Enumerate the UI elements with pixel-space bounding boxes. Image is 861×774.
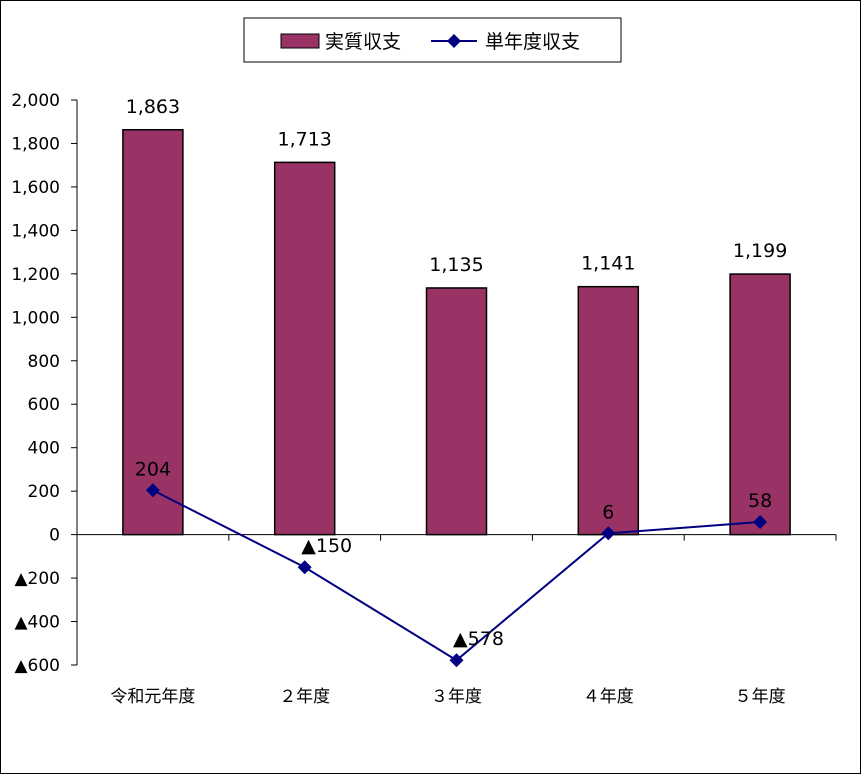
x-axis: 令和元年度 ２年度 ３年度 ４年度 ５年度	[76, 534, 837, 707]
y-tick-label: ▲200	[14, 569, 60, 589]
x-category-label: 令和元年度	[110, 687, 195, 707]
y-tick-label: 600	[28, 395, 60, 415]
x-category-label: ３年度	[431, 687, 482, 707]
y-tick-label: 200	[28, 482, 60, 502]
y-tick-label: 1,200	[11, 265, 60, 285]
bar-value-label: 1,713	[277, 128, 331, 150]
line-value-label: ▲578	[453, 628, 504, 650]
y-tick-label: 1,800	[11, 134, 60, 154]
line-marker	[753, 515, 768, 530]
legend-marker-line	[447, 34, 461, 48]
y-tick-label: 1,400	[11, 221, 60, 241]
line-value-label: 204	[135, 458, 171, 480]
y-tick-label: 2,000	[11, 91, 60, 111]
y-tick-label: 400	[28, 439, 60, 459]
bar-value-label: 1,863	[126, 96, 180, 118]
line-marker	[145, 483, 160, 498]
y-tick-label: 1,600	[11, 178, 60, 198]
line-value-label: 58	[748, 490, 772, 512]
y-tick-label: 0	[49, 526, 60, 546]
x-category-label: ２年度	[279, 687, 330, 707]
bar	[577, 285, 640, 536]
y-tick-label: ▲600	[14, 656, 60, 676]
legend-swatch-bar	[280, 33, 320, 49]
x-category-label: ５年度	[735, 687, 786, 707]
y-tick-label: 800	[28, 352, 60, 372]
bar	[273, 161, 336, 536]
legend-label-bar: 実質収支	[325, 31, 401, 53]
line-series	[145, 483, 768, 668]
line-marker	[601, 526, 616, 541]
data-labels: 1,863 1,713 1,135 1,141 1,199 204 ▲150 ▲578 6 58	[126, 96, 788, 650]
x-category-label: ４年度	[583, 687, 634, 707]
line-marker	[449, 653, 464, 668]
y-axis: 2,000 1,800 1,600 1,400 1,200 1,000 800 600 400 2…	[11, 91, 78, 676]
y-tick-label: ▲400	[14, 613, 60, 633]
legend: 実質収支 単年度収支	[243, 17, 622, 63]
line-value-label: 6	[602, 501, 614, 523]
line-value-label: ▲150	[301, 535, 352, 557]
bar-value-label: 1,141	[581, 253, 635, 275]
y-tick-label: 1,000	[11, 308, 60, 328]
bar	[425, 287, 488, 536]
legend-label-line: 単年度収支	[485, 31, 580, 53]
bar-series	[122, 129, 791, 536]
line-marker	[297, 560, 312, 575]
bar-value-label: 1,199	[733, 240, 787, 262]
bar-value-label: 1,135	[429, 254, 483, 276]
